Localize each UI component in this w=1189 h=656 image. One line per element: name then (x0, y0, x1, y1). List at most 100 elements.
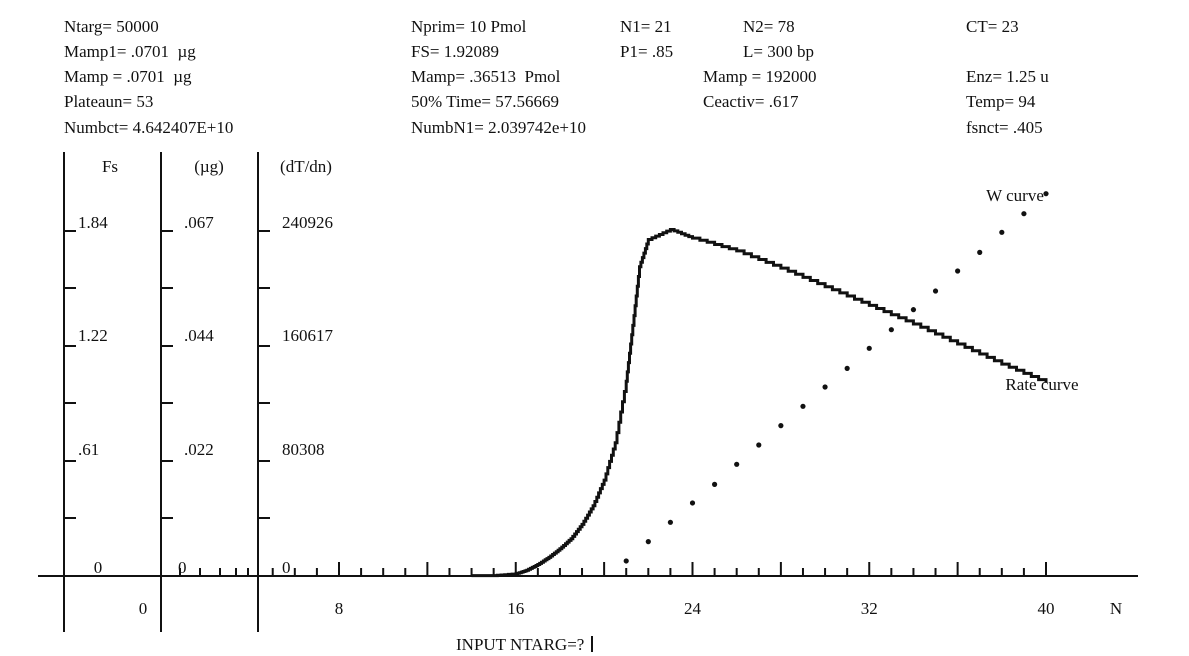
param-nprim: Nprim= 10 Pmol (411, 17, 527, 36)
param-ceactiv: Ceactiv= .617 (703, 92, 799, 111)
param-value: 53 (136, 92, 154, 111)
rate-curve-label: Rate curve (1005, 375, 1078, 394)
param-ct: CT= 23 (966, 17, 1019, 36)
w-curve-label: W curve (986, 186, 1044, 205)
param-value: 4.642407E+10 (132, 118, 234, 137)
param-value: 2.039742e+10 (488, 118, 587, 137)
pcr-kinetics-chart: Fs 0 .61 1.22 1.84 (µg) 0 .022 .044 .067 (dT/dn) 0 8… (38, 152, 1138, 632)
y-tick-label: .044 (184, 326, 214, 345)
y-tick-label: 240926 (282, 213, 333, 232)
param-value: 57.56669 (495, 92, 559, 111)
w-curve-point (888, 327, 894, 333)
w-curve-point (734, 461, 740, 467)
param-fsnct: fsnct= .405 (966, 118, 1043, 137)
param-p1: P1= .85 (620, 42, 674, 61)
w-curve-point (645, 539, 651, 545)
param-value: .36513 Pmol (469, 67, 561, 86)
chart-labels: Fs 0 .61 1.22 1.84 (µg) 0 .022 .044 .067 (dT/dn) 0 8… (78, 157, 1122, 618)
param-mamp1: Mamp1= .0701 µg (64, 42, 196, 61)
param-label: Enz (966, 67, 993, 86)
param-value: 78 (777, 17, 795, 36)
param-numbct: Numbct= 4.642407E+10 (64, 118, 234, 137)
param-value: 50000 (116, 17, 159, 36)
w-curve-point (955, 268, 961, 274)
param-mamp-pmol: Mamp= .36513 Pmol (411, 67, 561, 86)
param-ntarg: Ntarg= 50000 (64, 17, 159, 36)
param-label: Ntarg (64, 17, 103, 36)
w-curve-point (756, 442, 762, 448)
w-curve-point (1021, 211, 1027, 217)
param-value: 192000 (765, 67, 817, 86)
param-fs: FS= 1.92089 (411, 42, 500, 61)
param-l: L= 300 bp (743, 42, 814, 61)
param-label: NumbN1 (411, 118, 475, 137)
w-curve-point (822, 384, 828, 390)
w-curve-point (999, 229, 1005, 235)
x-tick-label: 16 (507, 599, 524, 618)
w-curve-point (711, 481, 718, 487)
w-curve-point (1043, 191, 1049, 197)
y-axis-label: (µg) (194, 157, 224, 176)
w-curve-point (800, 403, 806, 409)
param-value: .617 (768, 92, 799, 111)
w-curve-point (977, 249, 983, 255)
param-label: Mamp1 (64, 42, 117, 61)
y-tick-label: 0 (178, 558, 187, 577)
param-value: 300 bp (767, 42, 814, 61)
w-curve-point (667, 519, 674, 525)
param-label: Numbct (64, 118, 119, 137)
w-curve-point (844, 365, 850, 371)
param-label: Plateaun (64, 92, 123, 111)
param-value: 23 (1001, 17, 1019, 36)
y-tick-label: 1.84 (78, 213, 108, 232)
x-tick-label: 40 (1038, 599, 1055, 618)
chart-series (471, 191, 1049, 578)
param-label: 50% Time (411, 92, 482, 111)
y-tick-label: 80308 (282, 440, 325, 459)
w-curve-point (778, 423, 784, 429)
y-axis-label: Fs (102, 157, 118, 176)
y-tick-label: 0 (282, 558, 291, 577)
x-tick-label-zero: 0 (139, 599, 148, 618)
w-curve-point (866, 345, 872, 351)
param-label: Ceactiv (703, 92, 755, 111)
param-label: fsnct (966, 118, 1000, 137)
param-enz: Enz= 1.25 u (966, 67, 1049, 86)
param-mamp-ug: Mamp = .0701 µg (64, 67, 192, 86)
y-tick-label: 160617 (282, 326, 334, 345)
param-label: L (743, 42, 754, 61)
param-value: 94 (1018, 92, 1036, 111)
param-label: Nprim (411, 17, 456, 36)
param-value: .0701 µg (130, 42, 196, 61)
param-plateaun: Plateaun= 53 (64, 92, 154, 111)
param-value: .405 (1012, 118, 1043, 137)
param-value: 10 Pmol (469, 17, 527, 36)
y-axis-label: (dT/dn) (280, 157, 332, 176)
param-label: P1 (620, 42, 638, 61)
param-label: N1 (620, 17, 641, 36)
w-curve-point (623, 558, 629, 564)
param-label: Temp (966, 92, 1005, 111)
param-value: 1.25 u (1006, 67, 1049, 86)
param-label: CT (966, 17, 988, 36)
y-tick-label: .61 (78, 440, 99, 459)
param-value: .0701 µg (126, 67, 192, 86)
param-label: Mamp (64, 67, 113, 86)
text-cursor (590, 636, 593, 652)
param-label: Mamp (411, 67, 456, 86)
input-prompt[interactable]: INPUT NTARG=? (456, 636, 593, 653)
x-tick-label: 8 (335, 599, 344, 618)
param-label: N2 (743, 17, 764, 36)
w-curve-point (932, 288, 939, 294)
y-tick-label: 0 (94, 558, 103, 577)
param-value: 1.92089 (443, 42, 500, 61)
rate-curve-line (471, 228, 1048, 578)
param-mamp-mol: Mamp = 192000 (703, 67, 817, 86)
x-axis-label: N (1110, 599, 1122, 618)
w-curve-point (689, 500, 696, 506)
x-tick-label: 24 (684, 599, 702, 618)
param-n2: N2= 78 (743, 17, 795, 36)
param-n1: N1= 21 (620, 17, 672, 36)
param-label: Mamp (703, 67, 752, 86)
x-tick-label: 32 (861, 599, 878, 618)
